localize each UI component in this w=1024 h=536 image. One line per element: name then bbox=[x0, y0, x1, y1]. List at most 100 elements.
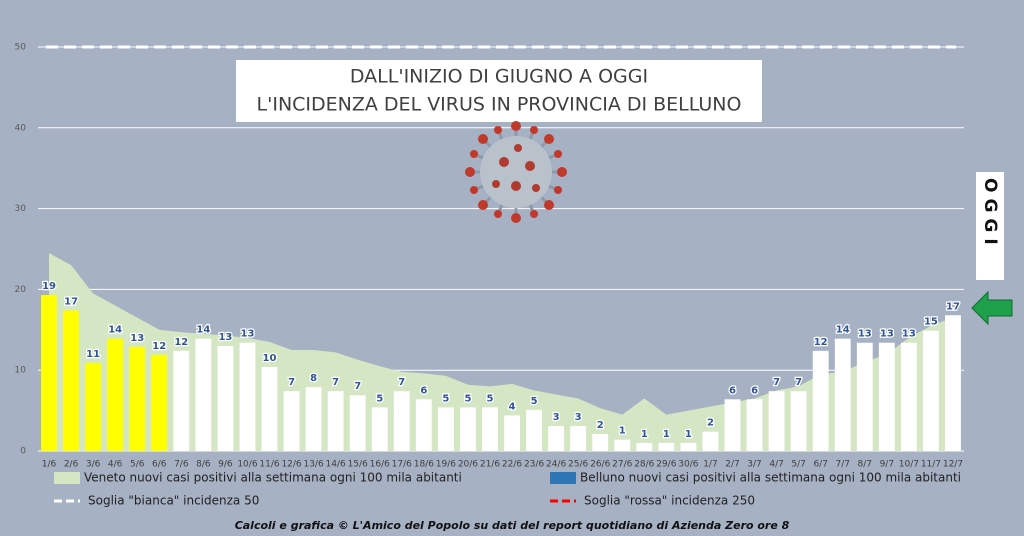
data-label: 1 bbox=[663, 429, 670, 440]
data-label: 15 bbox=[924, 317, 938, 328]
x-tick-label: 11/6 bbox=[259, 460, 279, 470]
virus-icon bbox=[465, 121, 567, 223]
x-tick-label: 7/6 bbox=[174, 460, 189, 470]
y-tick-label: 40 bbox=[15, 123, 27, 133]
x-tick-label: 1/7 bbox=[703, 460, 717, 470]
legend-label: Soglia "rossa" incidenza 250 bbox=[584, 494, 755, 508]
data-label: 14 bbox=[196, 325, 210, 336]
data-label: 1 bbox=[685, 429, 692, 440]
data-label: 13 bbox=[240, 329, 254, 340]
data-label: 5 bbox=[531, 396, 538, 407]
x-tick-label: 9/7 bbox=[880, 460, 894, 470]
data-label: 12 bbox=[152, 341, 166, 352]
data-label: 2 bbox=[707, 418, 714, 429]
bar bbox=[261, 366, 278, 451]
x-tick-label: 23/6 bbox=[524, 460, 544, 470]
data-label: 13 bbox=[880, 329, 894, 340]
y-tick-label: 30 bbox=[15, 204, 27, 214]
chart-title: DALL'INIZIO DI GIUGNO A OGGI bbox=[350, 66, 648, 88]
data-label: 13 bbox=[130, 333, 144, 344]
data-label: 7 bbox=[288, 377, 295, 388]
x-tick-label: 5/6 bbox=[130, 460, 145, 470]
bar bbox=[305, 387, 322, 451]
bar bbox=[504, 415, 520, 451]
bar bbox=[239, 342, 256, 451]
legend-swatch bbox=[54, 472, 80, 484]
footer: Calcoli e grafica © L'Amico del Popolo s… bbox=[235, 519, 790, 532]
x-tick-label: 6/6 bbox=[152, 460, 167, 470]
y-tick-label: 20 bbox=[15, 285, 27, 295]
bar bbox=[85, 362, 102, 451]
data-label: 3 bbox=[553, 412, 560, 423]
bar bbox=[945, 315, 961, 451]
data-label: 19 bbox=[42, 281, 56, 292]
legend-label: Soglia "bianca" incidenza 50 bbox=[88, 494, 259, 508]
data-label: 14 bbox=[108, 325, 122, 336]
x-tick-label: 25/6 bbox=[568, 460, 588, 470]
data-label: 13 bbox=[218, 332, 232, 343]
data-label: 5 bbox=[464, 393, 471, 404]
x-tick-label: 18/6 bbox=[414, 460, 434, 470]
x-tick-label: 4/6 bbox=[108, 460, 123, 470]
data-label: 14 bbox=[836, 325, 850, 336]
data-label: 2 bbox=[597, 420, 604, 431]
bar bbox=[922, 330, 939, 451]
bar bbox=[459, 407, 476, 451]
bar bbox=[548, 425, 565, 451]
x-tick-label: 30/6 bbox=[678, 460, 698, 470]
bar bbox=[327, 391, 344, 451]
bar bbox=[482, 407, 498, 451]
x-tick-label: 21/6 bbox=[480, 460, 500, 470]
annotation-box bbox=[976, 172, 1004, 280]
data-label: 12 bbox=[174, 337, 188, 348]
data-label: 7 bbox=[332, 377, 339, 388]
bar bbox=[658, 442, 675, 451]
bar bbox=[349, 395, 366, 451]
data-label: 7 bbox=[773, 377, 780, 388]
x-tick-label: 2/7 bbox=[725, 460, 739, 470]
x-tick-label: 15/6 bbox=[348, 460, 368, 470]
data-label: 17 bbox=[64, 296, 78, 307]
x-tick-label: 1/6 bbox=[42, 460, 57, 470]
bar bbox=[812, 350, 829, 451]
bar bbox=[878, 342, 895, 451]
bar bbox=[856, 342, 873, 451]
x-tick-label: 16/6 bbox=[370, 460, 390, 470]
x-tick-label: 20/6 bbox=[458, 460, 478, 470]
bar bbox=[724, 399, 741, 451]
data-label: 5 bbox=[376, 393, 383, 404]
x-tick-label: 3/6 bbox=[86, 460, 101, 470]
data-label: 13 bbox=[902, 329, 916, 340]
x-tick-label: 6/7 bbox=[813, 460, 827, 470]
y-tick-label: 10 bbox=[15, 366, 27, 376]
data-label: 5 bbox=[486, 393, 493, 404]
x-tick-label: 2/6 bbox=[64, 460, 79, 470]
bar bbox=[834, 338, 851, 451]
data-label: 10 bbox=[263, 353, 277, 364]
x-tick-label: 26/6 bbox=[590, 460, 610, 470]
bar bbox=[393, 391, 410, 451]
bar bbox=[437, 407, 454, 451]
data-label: 6 bbox=[420, 385, 427, 396]
data-label: 7 bbox=[795, 377, 802, 388]
x-tick-label: 5/7 bbox=[791, 460, 805, 470]
bar bbox=[768, 391, 785, 451]
data-label: 1 bbox=[641, 429, 648, 440]
bar bbox=[680, 442, 697, 451]
y-tick-label: 0 bbox=[20, 447, 26, 457]
bar bbox=[900, 342, 917, 451]
chart-title: L'INCIDENZA DEL VIRUS IN PROVINCIA DI BE… bbox=[257, 94, 742, 116]
x-tick-label: 22/6 bbox=[502, 460, 522, 470]
data-label: 4 bbox=[509, 401, 516, 412]
data-label: 5 bbox=[442, 393, 449, 404]
x-tick-label: 3/7 bbox=[747, 460, 761, 470]
data-label: 11 bbox=[86, 349, 100, 360]
bar bbox=[614, 439, 631, 451]
x-tick-label: 8/7 bbox=[858, 460, 872, 470]
bar bbox=[702, 431, 719, 451]
x-tick-label: 19/6 bbox=[436, 460, 456, 470]
data-label: 7 bbox=[354, 381, 361, 392]
data-label: 8 bbox=[310, 373, 317, 384]
